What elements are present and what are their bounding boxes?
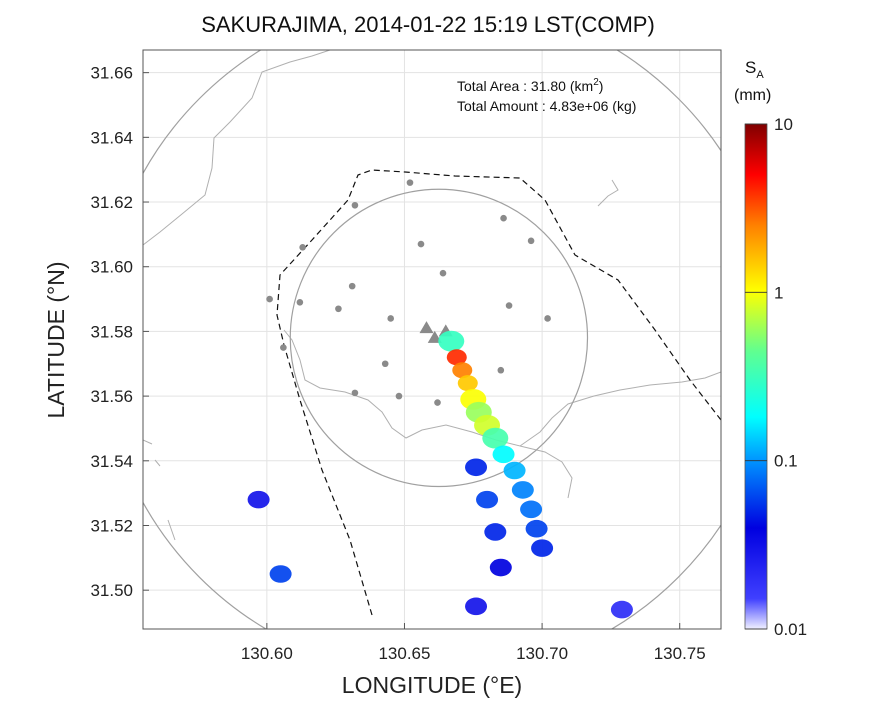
coastline-sakurajima (283, 329, 721, 447)
range-circle (289, 188, 589, 488)
y-tick-label: 31.54 (90, 452, 133, 471)
station-marker (348, 282, 356, 290)
total-area-text: Total Area : 31.80 (km (457, 78, 593, 94)
ash-fall-cell (511, 481, 534, 499)
ash-fall-cell (465, 458, 488, 477)
coastline-kagoshima-north (143, 50, 331, 246)
ash-fall-cell (610, 600, 633, 619)
station-marker (335, 305, 342, 313)
total-area-closing: ) (599, 78, 604, 94)
border-line-main (276, 169, 721, 616)
station-marker (544, 315, 551, 322)
station-marker (299, 244, 306, 251)
ash-fall-cell (465, 597, 488, 616)
colorbar-tick-label: 0.1 (774, 452, 798, 471)
ash-fall-cell (520, 500, 543, 519)
colorbar-ticks: 10 1 0.1 0.01 (745, 115, 807, 639)
ash-fall-cell (482, 427, 509, 449)
x-tick-label: 130.60 (241, 644, 293, 663)
colorbar-tick-label: 10 (774, 115, 793, 134)
administrative-borders (276, 169, 721, 616)
observation-stations (266, 179, 551, 406)
colorbar-unit: (mm) (734, 87, 771, 104)
ash-fall-cell (484, 523, 507, 541)
station-marker (527, 237, 535, 245)
station-marker (351, 389, 359, 397)
station-marker (434, 399, 441, 406)
ash-fall-cell (247, 490, 270, 509)
station-marker (505, 302, 513, 309)
colorbar-label-main: S (745, 58, 756, 77)
ash-fall-cell (446, 349, 467, 366)
ash-fall-cell (452, 362, 473, 379)
radar-range-circles (143, 50, 721, 629)
x-tick-label: 130.65 (378, 644, 430, 663)
y-tick-label: 31.60 (90, 258, 133, 277)
ash-fall-cell (492, 445, 515, 464)
y-tick-label: 31.52 (90, 516, 133, 535)
x-axis-label: LONGITUDE (°E) (342, 672, 522, 698)
ash-fall-cell (503, 461, 526, 480)
x-tick-label: 130.70 (516, 644, 568, 663)
x-axis-ticks: 130.60 130.65 130.70 130.75 (241, 623, 706, 663)
y-tick-label: 31.66 (90, 64, 133, 83)
colorbar (744, 123, 768, 630)
grid-lines (143, 50, 721, 629)
total-area-superscript: 2 (593, 77, 599, 88)
coastline-east (597, 179, 619, 207)
station-marker (381, 360, 389, 368)
plot-frame (142, 49, 722, 630)
station-marker (500, 214, 507, 222)
ash-fall-cell (525, 519, 548, 538)
station-marker (439, 269, 447, 277)
colorbar-tick-label: 0.01 (774, 620, 807, 639)
y-tick-label: 31.58 (90, 322, 133, 341)
station-marker (497, 366, 505, 374)
station-marker (417, 240, 425, 248)
vent-marker (427, 330, 442, 343)
y-tick-label: 31.64 (90, 128, 133, 147)
colorbar-label: SA (745, 58, 764, 81)
ash-fall-field (247, 330, 633, 619)
ash-fall-cell (489, 558, 512, 577)
station-marker (266, 295, 273, 303)
y-axis-ticks: 31.50 31.52 31.54 31.56 31.58 31.60 31.62 31.64… (90, 64, 149, 600)
ash-fall-cell (269, 565, 292, 583)
station-marker (296, 299, 304, 306)
station-marker (406, 179, 414, 186)
colorbar-label-sub: A (756, 69, 764, 81)
y-tick-label: 31.62 (90, 193, 133, 212)
y-axis-label: LATITUDE (°N) (43, 262, 69, 419)
x-tick-label: 130.75 (654, 644, 706, 663)
ash-fall-cell (476, 490, 499, 509)
station-marker (351, 201, 359, 209)
ash-fall-cell (438, 330, 465, 352)
colorbar-tick-label: 1 (774, 283, 783, 302)
vent-marker (419, 321, 434, 334)
coastline-west-inlet (143, 439, 176, 541)
total-area-annotation: Total Area : 31.80 (km2) (457, 77, 603, 94)
total-amount-annotation: Total Amount : 4.83e+06 (kg) (457, 98, 636, 114)
chart-title: SAKURAJIMA, 2014-01-22 15:19 LST(COMP) (201, 12, 655, 37)
ash-fall-cell (531, 539, 554, 557)
station-marker (280, 344, 287, 351)
y-tick-label: 31.56 (90, 387, 133, 406)
station-marker (387, 315, 395, 322)
ash-fall-cell (457, 375, 478, 392)
y-tick-label: 31.50 (90, 581, 133, 600)
station-marker (395, 392, 403, 400)
